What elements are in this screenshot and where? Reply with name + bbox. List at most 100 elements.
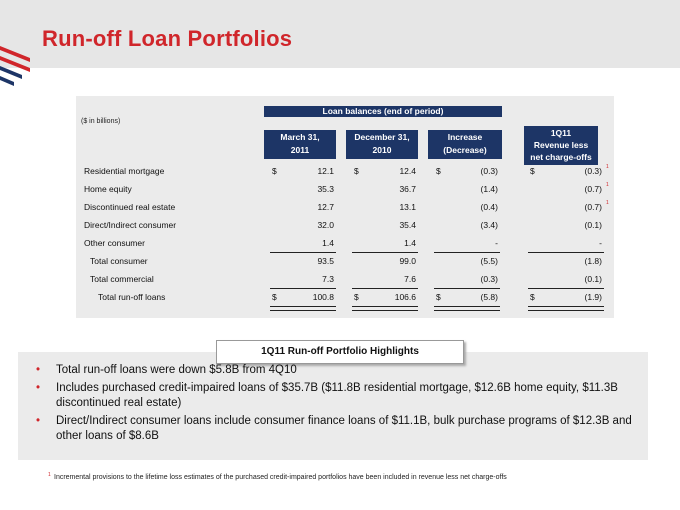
cell-value: 35.4 [399, 220, 416, 230]
col-header-change: Increase (Decrease) [428, 130, 502, 159]
cell-value: (0.7) [584, 184, 602, 194]
highlights-list: • Total run-off loans were down $5.8B fro… [18, 363, 646, 447]
cell-value: (1.9) [584, 292, 602, 302]
group-header: Loan balances (end of period) [264, 106, 502, 117]
footnote-marker: 1 [48, 472, 51, 478]
cell-value: 106.6 [394, 292, 416, 302]
table-cell: 12.7 [270, 202, 336, 216]
highlights-panel [18, 352, 648, 460]
cell-value: 99.0 [399, 256, 416, 266]
table-cell: (3.4) [434, 220, 500, 234]
footnote-ref: 1 [606, 182, 609, 188]
highlights-title: 1Q11 Run-off Portfolio Highlights [216, 340, 464, 364]
dollar-sign: $ [530, 166, 535, 176]
cell-value: - [495, 238, 498, 248]
table-cell: (1.8) [528, 256, 604, 270]
cell-value: (1.4) [480, 184, 498, 194]
table-cell: (0.4) [434, 202, 500, 216]
double-underline [528, 306, 604, 311]
cell-value: (5.8) [480, 292, 498, 302]
row-label: Other consumer [84, 238, 145, 248]
col-header-march: March 31, 2011 [264, 130, 336, 159]
table-row: Total run-off loans $100.8 $106.6 $ (5.8) $ (1… [84, 292, 604, 311]
cell-value: 32.0 [317, 220, 334, 230]
double-underline [270, 306, 336, 311]
cell-value: (0.3) [584, 166, 602, 176]
list-item: • Total run-off loans were down $5.8B fro… [36, 364, 297, 376]
bullet-icon: • [36, 364, 41, 376]
row-label: Direct/Indirect consumer [84, 220, 177, 230]
table-cell: $12.1 [270, 166, 336, 180]
cell-value: (0.3) [480, 274, 498, 284]
table-cell: $ (1.9) [528, 292, 604, 306]
dollar-sign: $ [436, 292, 441, 302]
table-cell: 1.4 [270, 238, 336, 253]
row-label: Residential mortgage [84, 166, 165, 176]
footnote-ref: 1 [606, 164, 609, 170]
bullet-icon: • [36, 415, 41, 427]
cell-value: 1.4 [404, 238, 416, 248]
table-row: Total consumer 93.5 99.0 (5.5) (1.8) [84, 256, 604, 270]
table-cell: - [528, 238, 604, 253]
cell-value: 7.3 [322, 274, 334, 284]
table-cell: 35.3 [270, 184, 336, 198]
cell-value: 12.7 [317, 202, 334, 212]
col-header-december: December 31, 2010 [346, 130, 418, 159]
table-cell: 93.5 [270, 256, 336, 270]
double-underline [434, 306, 500, 311]
footnote: 1 Incremental provisions to the lifetime… [48, 472, 507, 481]
table-cell: $ (0.3) [528, 166, 604, 180]
footnote-ref: 1 [606, 200, 609, 206]
table-cell: 7.3 [270, 274, 336, 289]
table-cell: $100.8 [270, 292, 336, 306]
row-label: Total consumer [90, 256, 148, 266]
table-cell: $106.6 [352, 292, 418, 306]
table-cell: (0.1) [528, 220, 604, 234]
dollar-sign: $ [272, 292, 277, 302]
table-cell: (0.1) [528, 274, 604, 289]
row-label: Home equity [84, 184, 132, 194]
cell-value: - [599, 238, 602, 248]
cell-value: (5.5) [480, 256, 498, 266]
table-cell: 35.4 [352, 220, 418, 234]
table-cell: (5.5) [434, 256, 500, 270]
cell-value: 12.4 [399, 166, 416, 176]
cell-value: (1.8) [584, 256, 602, 266]
table-cell: 36.7 [352, 184, 418, 198]
cell-value: 36.7 [399, 184, 416, 194]
cell-value: 13.1 [399, 202, 416, 212]
row-label: Total commercial [90, 274, 154, 284]
units-label: ($ in billions) [81, 118, 121, 125]
dollar-sign: $ [354, 166, 359, 176]
table-row: Other consumer 1.4 1.4 - - [84, 238, 604, 253]
list-item: • Includes purchased credit-impaired loan… [36, 382, 618, 409]
table-cell: $ (0.3) [434, 166, 500, 180]
table-cell: 1.4 [352, 238, 418, 253]
table-cell: (0.3) [434, 274, 500, 289]
flag-logo-icon [0, 46, 30, 86]
cell-value: 12.1 [317, 166, 334, 176]
cell-value: (0.7) [584, 202, 602, 212]
cell-value: 93.5 [317, 256, 334, 266]
table-cell: 13.1 [352, 202, 418, 216]
list-item: • Direct/Indirect consumer loans include … [36, 415, 632, 442]
page-title: Run-off Loan Portfolios [42, 26, 293, 51]
cell-value: (0.1) [584, 274, 602, 284]
cell-value: (3.4) [480, 220, 498, 230]
double-underline [352, 306, 418, 311]
table-cell: 7.6 [352, 274, 418, 289]
table-cell: $12.4 [352, 166, 418, 180]
cell-value: 7.6 [404, 274, 416, 284]
table-cell: (0.7) [528, 202, 604, 216]
table-cell: - [434, 238, 500, 253]
row-label: Discontinued real estate [84, 202, 176, 212]
bullet-icon: • [36, 382, 41, 394]
dollar-sign: $ [530, 292, 535, 302]
table-cell: (0.7) [528, 184, 604, 198]
cell-value: 100.8 [312, 292, 334, 302]
cell-value: (0.1) [584, 220, 602, 230]
table-row: Residential mortgage $12.1 $12.4 $ (0.3) $ (0.… [84, 164, 609, 180]
row-label: Total run-off loans [98, 292, 166, 302]
header-bar [0, 0, 680, 68]
table-cell: (1.4) [434, 184, 500, 198]
